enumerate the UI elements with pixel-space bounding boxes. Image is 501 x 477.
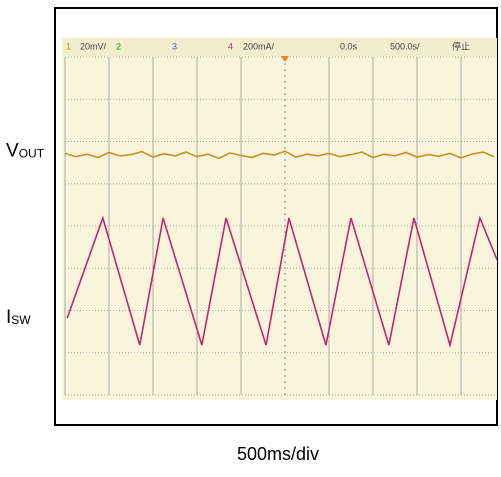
- trace-label: VOUT: [6, 140, 45, 161]
- trace-label-sub: OUT: [19, 147, 45, 161]
- header-text: 停止: [452, 40, 470, 51]
- scope-chart: 500ms/div 1 20mV/2 3 4 200mA/0.0s 500.0s/停止 VO…: [0, 0, 501, 472]
- page: 500ms/div 1 20mV/2 3 4 200mA/0.0s 500.0s/停止 VO…: [0, 0, 501, 472]
- header-text: 0.0s: [340, 41, 358, 51]
- header-text: 20mV/: [80, 41, 107, 51]
- trace-label-sub: SW: [11, 313, 31, 327]
- header-text: 200mA/: [243, 41, 275, 51]
- header-text: 2: [116, 41, 121, 51]
- screen: [62, 38, 497, 400]
- header-text: 3: [172, 41, 177, 51]
- header-bar: [62, 38, 497, 56]
- trace-label: ISW: [6, 307, 31, 328]
- x-axis-label: 500ms/div: [237, 444, 319, 464]
- header-text: 4: [228, 41, 233, 51]
- trace-label-main: V: [6, 140, 19, 161]
- header-text: 1: [66, 41, 71, 51]
- header-text: 500.0s/: [390, 41, 420, 51]
